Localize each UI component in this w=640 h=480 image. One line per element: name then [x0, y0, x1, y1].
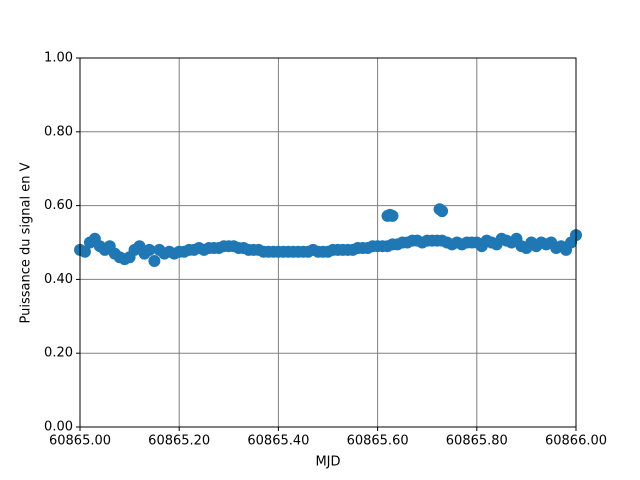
point — [143, 243, 156, 256]
y-tick-label: 0.40 — [44, 272, 73, 287]
point — [436, 205, 449, 218]
y-axis-label: Puissance du signal en V — [19, 162, 34, 323]
plot-frame — [79, 57, 577, 428]
x-tick-label: 60866.00 — [545, 434, 607, 449]
y-tick-label: 0.20 — [44, 346, 73, 361]
y-tick-label: 0.80 — [44, 124, 73, 139]
y-tick-label: 1.00 — [44, 51, 73, 66]
x-tick-label: 60865.40 — [247, 434, 309, 449]
x-axis-label: MJD — [315, 455, 340, 470]
x-tick-label: 60865.80 — [446, 434, 508, 449]
y-tick-label: 0.60 — [44, 198, 73, 213]
point — [78, 245, 91, 258]
x-tick-label: 60865.20 — [148, 434, 210, 449]
point — [386, 209, 399, 222]
x-tick-label: 60865.00 — [49, 434, 111, 449]
x-tick-label: 60865.60 — [347, 434, 409, 449]
point — [148, 254, 161, 267]
y-tick-label: 0.00 — [44, 420, 73, 435]
